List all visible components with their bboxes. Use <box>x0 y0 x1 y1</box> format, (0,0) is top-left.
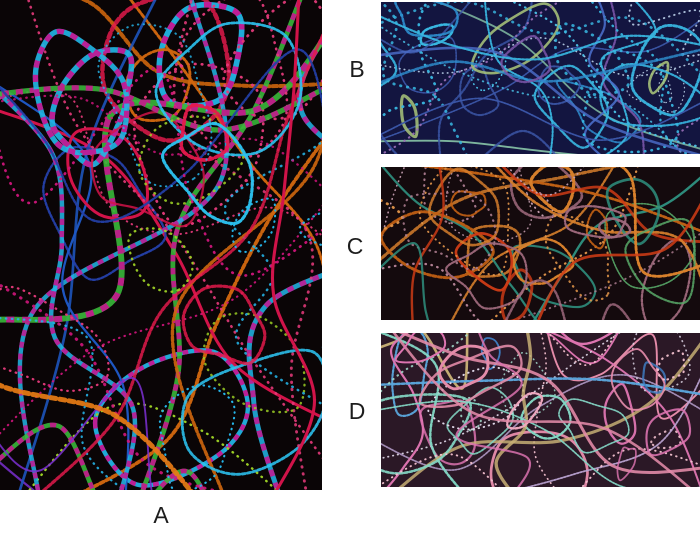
panel-B <box>381 2 700 154</box>
panel-A <box>0 0 322 490</box>
panel-C <box>381 167 700 320</box>
panel-D-image <box>381 333 700 487</box>
panel-C-image <box>381 167 700 320</box>
panel-D <box>381 333 700 487</box>
panel-A-label: A <box>153 502 169 528</box>
panel-B-image <box>381 2 700 154</box>
panel-C-label: C <box>346 233 364 259</box>
panel-B-label: B <box>349 56 365 82</box>
panel-D-label: D <box>348 398 366 424</box>
panel-A-image <box>0 0 322 490</box>
